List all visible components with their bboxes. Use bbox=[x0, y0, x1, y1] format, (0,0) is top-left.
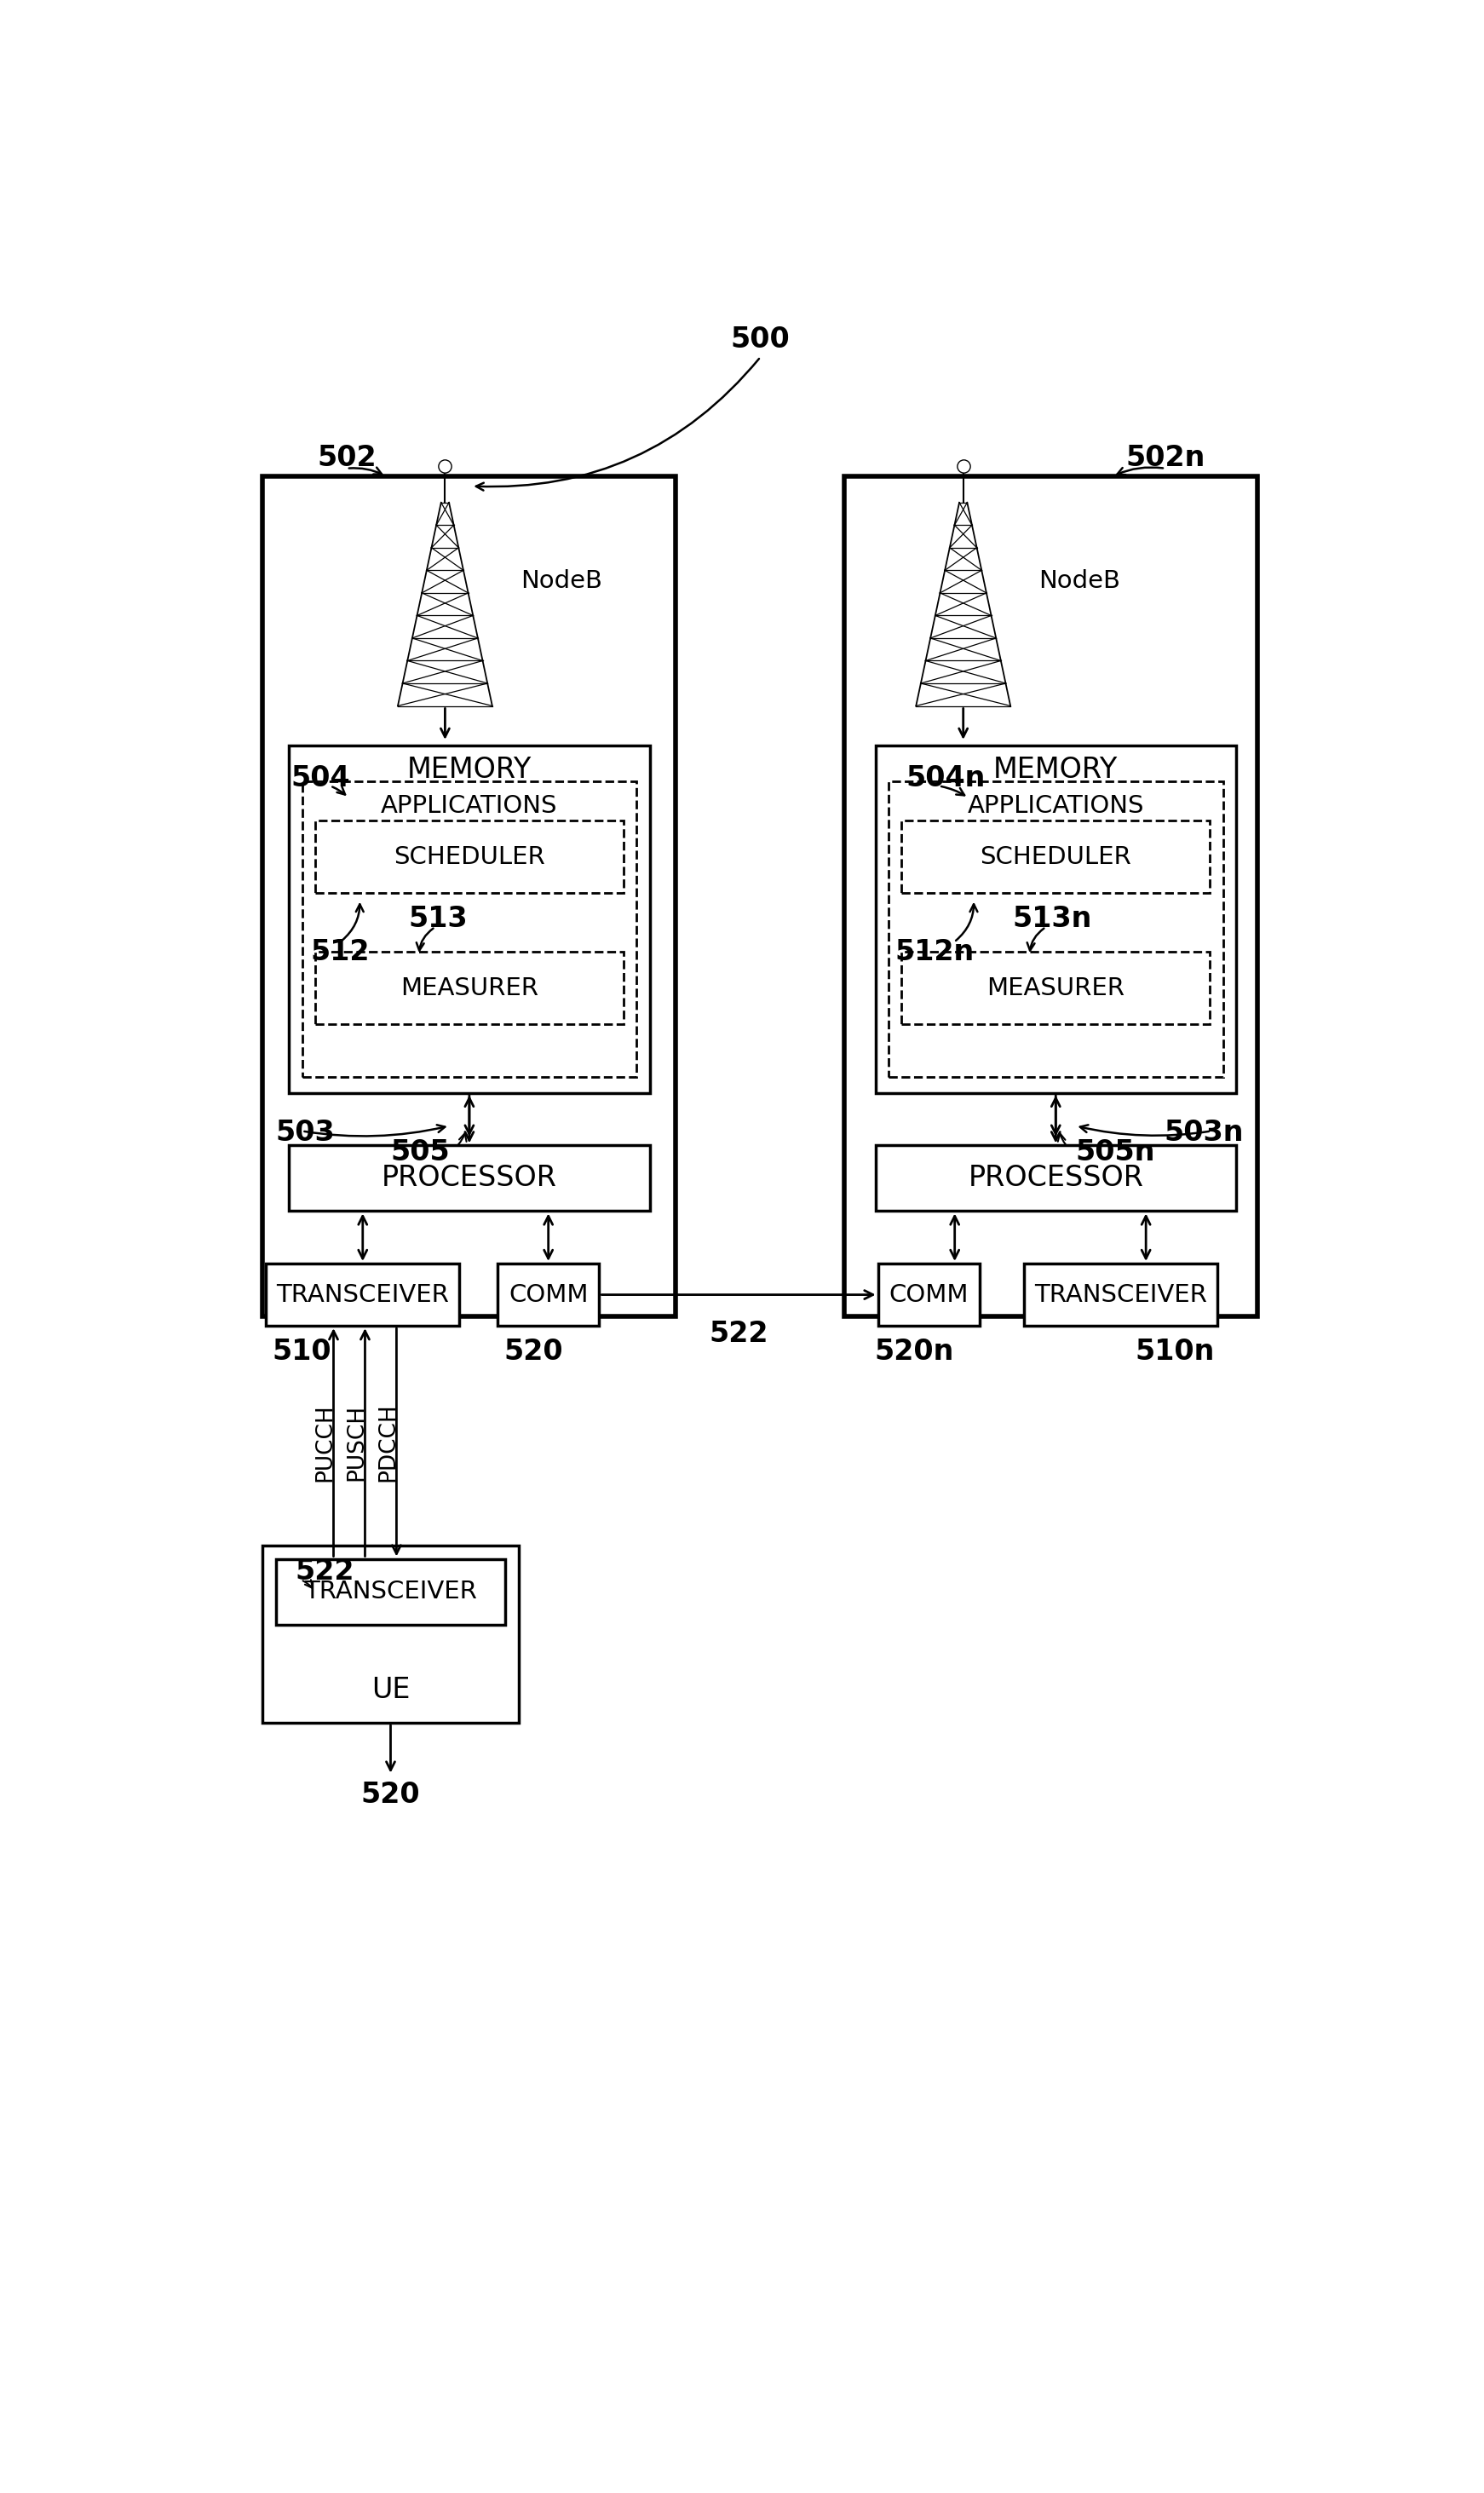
Bar bbox=[876, 745, 1236, 1092]
FancyArrowPatch shape bbox=[303, 1581, 313, 1588]
Text: TRANSCEIVER: TRANSCEIVER bbox=[1034, 1284, 1208, 1306]
Bar bbox=[497, 1264, 600, 1326]
Bar bbox=[289, 1144, 650, 1212]
Text: 502n: 502n bbox=[1125, 444, 1205, 471]
Text: 503n: 503n bbox=[1165, 1119, 1244, 1147]
Bar bbox=[315, 952, 623, 1025]
FancyArrowPatch shape bbox=[476, 359, 758, 491]
Text: MEMORY: MEMORY bbox=[993, 755, 1117, 785]
FancyArrowPatch shape bbox=[1080, 1124, 1209, 1134]
Text: MEMORY: MEMORY bbox=[407, 755, 531, 785]
FancyArrowPatch shape bbox=[341, 905, 364, 940]
Text: PUCCH: PUCCH bbox=[315, 1404, 335, 1481]
Text: 512: 512 bbox=[310, 937, 370, 965]
FancyArrowPatch shape bbox=[1117, 466, 1163, 474]
Text: APPLICATIONS: APPLICATIONS bbox=[381, 795, 558, 818]
Bar bbox=[844, 476, 1257, 1316]
Bar bbox=[315, 820, 623, 892]
Bar bbox=[263, 1546, 518, 1723]
Text: 510n: 510n bbox=[1135, 1339, 1214, 1366]
FancyArrowPatch shape bbox=[349, 466, 381, 474]
Text: UE: UE bbox=[371, 1675, 410, 1705]
Bar bbox=[266, 1264, 460, 1326]
Bar bbox=[902, 952, 1209, 1025]
Text: COMM: COMM bbox=[509, 1284, 588, 1306]
Text: TRANSCEIVER: TRANSCEIVER bbox=[304, 1581, 476, 1603]
Text: PDCCH: PDCCH bbox=[377, 1404, 399, 1481]
Text: PUSCH: PUSCH bbox=[346, 1404, 368, 1481]
Text: 520: 520 bbox=[505, 1339, 564, 1366]
Text: 512n: 512n bbox=[895, 937, 974, 965]
Text: 522: 522 bbox=[295, 1558, 355, 1586]
Text: 504: 504 bbox=[291, 763, 350, 793]
FancyArrowPatch shape bbox=[956, 905, 978, 940]
Bar bbox=[889, 780, 1223, 1077]
Text: 513: 513 bbox=[408, 905, 467, 932]
Text: APPLICATIONS: APPLICATIONS bbox=[968, 795, 1144, 818]
Text: MEASURER: MEASURER bbox=[987, 977, 1125, 1000]
Bar bbox=[879, 1264, 979, 1326]
Text: 502: 502 bbox=[318, 444, 377, 471]
Text: TRANSCEIVER: TRANSCEIVER bbox=[276, 1284, 450, 1306]
FancyArrowPatch shape bbox=[304, 1124, 445, 1137]
FancyArrowPatch shape bbox=[1027, 927, 1043, 950]
Text: 500: 500 bbox=[730, 327, 791, 354]
FancyArrowPatch shape bbox=[332, 788, 346, 795]
Text: 520n: 520n bbox=[874, 1339, 954, 1366]
Bar bbox=[276, 1558, 506, 1625]
Bar bbox=[902, 820, 1209, 892]
Text: 504n: 504n bbox=[907, 763, 985, 793]
Text: PROCESSOR: PROCESSOR bbox=[968, 1164, 1144, 1192]
Text: PROCESSOR: PROCESSOR bbox=[381, 1164, 556, 1192]
Text: 505n: 505n bbox=[1076, 1137, 1155, 1167]
FancyArrowPatch shape bbox=[417, 927, 433, 950]
FancyArrowPatch shape bbox=[941, 785, 965, 795]
Bar bbox=[876, 1144, 1236, 1212]
Text: NodeB: NodeB bbox=[1039, 568, 1120, 593]
Text: COMM: COMM bbox=[889, 1284, 969, 1306]
Text: 520: 520 bbox=[361, 1780, 420, 1810]
Text: SCHEDULER: SCHEDULER bbox=[979, 845, 1131, 868]
FancyArrowPatch shape bbox=[1058, 1134, 1066, 1144]
Text: 510: 510 bbox=[273, 1339, 332, 1366]
Text: 513n: 513n bbox=[1012, 905, 1092, 932]
FancyArrowPatch shape bbox=[459, 1134, 466, 1144]
Bar bbox=[289, 745, 650, 1092]
Text: 505: 505 bbox=[390, 1137, 450, 1167]
Bar bbox=[1024, 1264, 1218, 1326]
Text: SCHEDULER: SCHEDULER bbox=[393, 845, 545, 868]
Bar bbox=[303, 780, 637, 1077]
Text: 522: 522 bbox=[709, 1319, 769, 1349]
Text: NodeB: NodeB bbox=[521, 568, 603, 593]
Text: 503: 503 bbox=[276, 1119, 335, 1147]
Bar bbox=[263, 476, 675, 1316]
Text: MEASURER: MEASURER bbox=[401, 977, 539, 1000]
